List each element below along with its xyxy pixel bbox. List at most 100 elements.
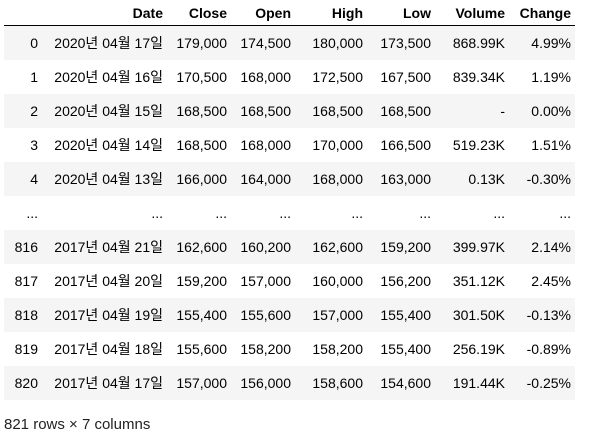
cell-open: 174,500 [240, 35, 291, 51]
cell-low: ... [419, 205, 431, 221]
table-row: 818 2017년 04월 19일 155,400 155,600 157,000 155… [4, 298, 575, 332]
cell-volume: 868.99K [452, 35, 505, 51]
table-row: 819 2017년 04월 18일 155,600 158,200 158,200 155… [4, 332, 575, 366]
cell-date: 2020년 04월 17일 [54, 35, 163, 51]
table-row: 4 2020년 04월 13일 166,000 164,000 168,000 163,0… [4, 162, 575, 196]
cell-date: 2020년 04월 13일 [54, 171, 163, 187]
cell-close: 162,600 [176, 239, 227, 255]
cell-close: 155,400 [176, 307, 227, 323]
header-change: Change [509, 0, 575, 26]
shape-summary: 821 rows × 7 columns [4, 416, 151, 433]
row-index: 1 [30, 69, 38, 85]
cell-close: 170,500 [176, 69, 227, 85]
cell-high: 162,600 [312, 239, 363, 255]
header-low: Low [367, 0, 435, 26]
cell-open: 168,500 [240, 103, 291, 119]
cell-open: 158,200 [240, 341, 291, 357]
cell-high: 157,000 [312, 307, 363, 323]
cell-date: ... [151, 205, 163, 221]
cell-change: 0.00% [531, 103, 571, 119]
table-row: 817 2017년 04월 20일 159,200 157,000 160,000 156… [4, 264, 575, 298]
row-index: 820 [14, 375, 38, 391]
cell-high: 158,600 [312, 375, 363, 391]
cell-change: 2.14% [531, 239, 571, 255]
cell-date: 2017년 04월 20일 [54, 273, 163, 289]
cell-close: 168,500 [176, 137, 227, 153]
cell-low: 154,600 [380, 375, 431, 391]
cell-open: 168,000 [240, 137, 291, 153]
table-row: 816 2017년 04월 21일 162,600 160,200 162,600 159… [4, 230, 575, 264]
table-row: 2 2020년 04월 15일 168,500 168,500 168,500 168,5… [4, 94, 575, 128]
cell-date: 2017년 04월 19일 [54, 307, 163, 323]
cell-low: 156,200 [380, 273, 431, 289]
cell-date: 2017년 04월 21일 [54, 239, 163, 255]
table-row: 1 2020년 04월 16일 170,500 168,000 172,500 167,5… [4, 60, 575, 94]
cell-low: 166,500 [380, 137, 431, 153]
header-index [4, 0, 42, 26]
cell-change: -0.13% [526, 307, 571, 323]
header-high: High [295, 0, 367, 26]
dataframe-table: Date Close Open High Low Volume Change 0… [4, 0, 575, 400]
cell-open: 157,000 [240, 273, 291, 289]
cell-close: ... [215, 205, 227, 221]
cell-volume: 256.19K [452, 341, 505, 357]
cell-volume: 0.13K [468, 171, 505, 187]
cell-high: 168,500 [312, 103, 363, 119]
cell-open: 168,000 [240, 69, 291, 85]
cell-low: 167,500 [380, 69, 431, 85]
cell-open: ... [279, 205, 291, 221]
cell-low: 155,400 [380, 307, 431, 323]
row-index: 0 [30, 35, 38, 51]
cell-date: 2017년 04월 17일 [54, 375, 163, 391]
cell-close: 155,600 [176, 341, 227, 357]
row-index: 816 [14, 239, 38, 255]
row-index: 818 [14, 307, 38, 323]
cell-change: ... [559, 205, 571, 221]
cell-low: 173,500 [380, 35, 431, 51]
header-open: Open [231, 0, 295, 26]
table-row: ........................ [4, 196, 575, 230]
table-row: 0 2020년 04월 17일 179,000 174,500 180,000 173,5… [4, 25, 575, 60]
cell-open: 164,000 [240, 171, 291, 187]
row-index: 817 [14, 273, 38, 289]
cell-change: 1.51% [531, 137, 571, 153]
cell-open: 160,200 [240, 239, 291, 255]
cell-volume: 301.50K [452, 307, 505, 323]
cell-date: 2020년 04월 16일 [54, 69, 163, 85]
cell-high: 170,000 [312, 137, 363, 153]
cell-high: ... [351, 205, 363, 221]
cell-low: 155,400 [380, 341, 431, 357]
header-volume: Volume [435, 0, 509, 26]
cell-open: 155,600 [240, 307, 291, 323]
cell-date: 2017년 04월 18일 [54, 341, 163, 357]
cell-close: 157,000 [176, 375, 227, 391]
table-row: 820 2017년 04월 17일 157,000 156,000 158,600 154… [4, 366, 575, 400]
cell-close: 166,000 [176, 171, 227, 187]
header-date: Date [42, 0, 167, 26]
row-index: 819 [14, 341, 38, 357]
cell-change: 4.99% [531, 35, 571, 51]
cell-low: 159,200 [380, 239, 431, 255]
cell-volume: ... [493, 205, 505, 221]
cell-close: 168,500 [176, 103, 227, 119]
cell-close: 159,200 [176, 273, 227, 289]
cell-high: 160,000 [312, 273, 363, 289]
row-index: ... [26, 205, 38, 221]
cell-low: 163,000 [380, 171, 431, 187]
cell-volume: 351.12K [452, 273, 505, 289]
cell-date: 2020년 04월 15일 [54, 103, 163, 119]
cell-volume: - [500, 103, 505, 119]
header-row: Date Close Open High Low Volume Change [4, 0, 575, 26]
cell-open: 156,000 [240, 375, 291, 391]
header-close: Close [167, 0, 231, 26]
row-index: 3 [30, 137, 38, 153]
cell-volume: 399.97K [452, 239, 505, 255]
cell-low: 168,500 [380, 103, 431, 119]
cell-change: 1.19% [531, 69, 571, 85]
cell-high: 180,000 [312, 35, 363, 51]
cell-change: -0.30% [526, 171, 571, 187]
cell-high: 172,500 [312, 69, 363, 85]
cell-change: 2.45% [531, 273, 571, 289]
row-index: 2 [30, 103, 38, 119]
